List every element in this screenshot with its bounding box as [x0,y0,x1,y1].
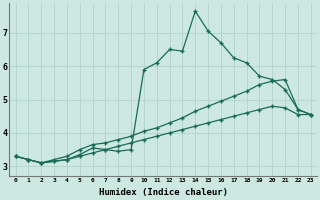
X-axis label: Humidex (Indice chaleur): Humidex (Indice chaleur) [99,188,228,197]
